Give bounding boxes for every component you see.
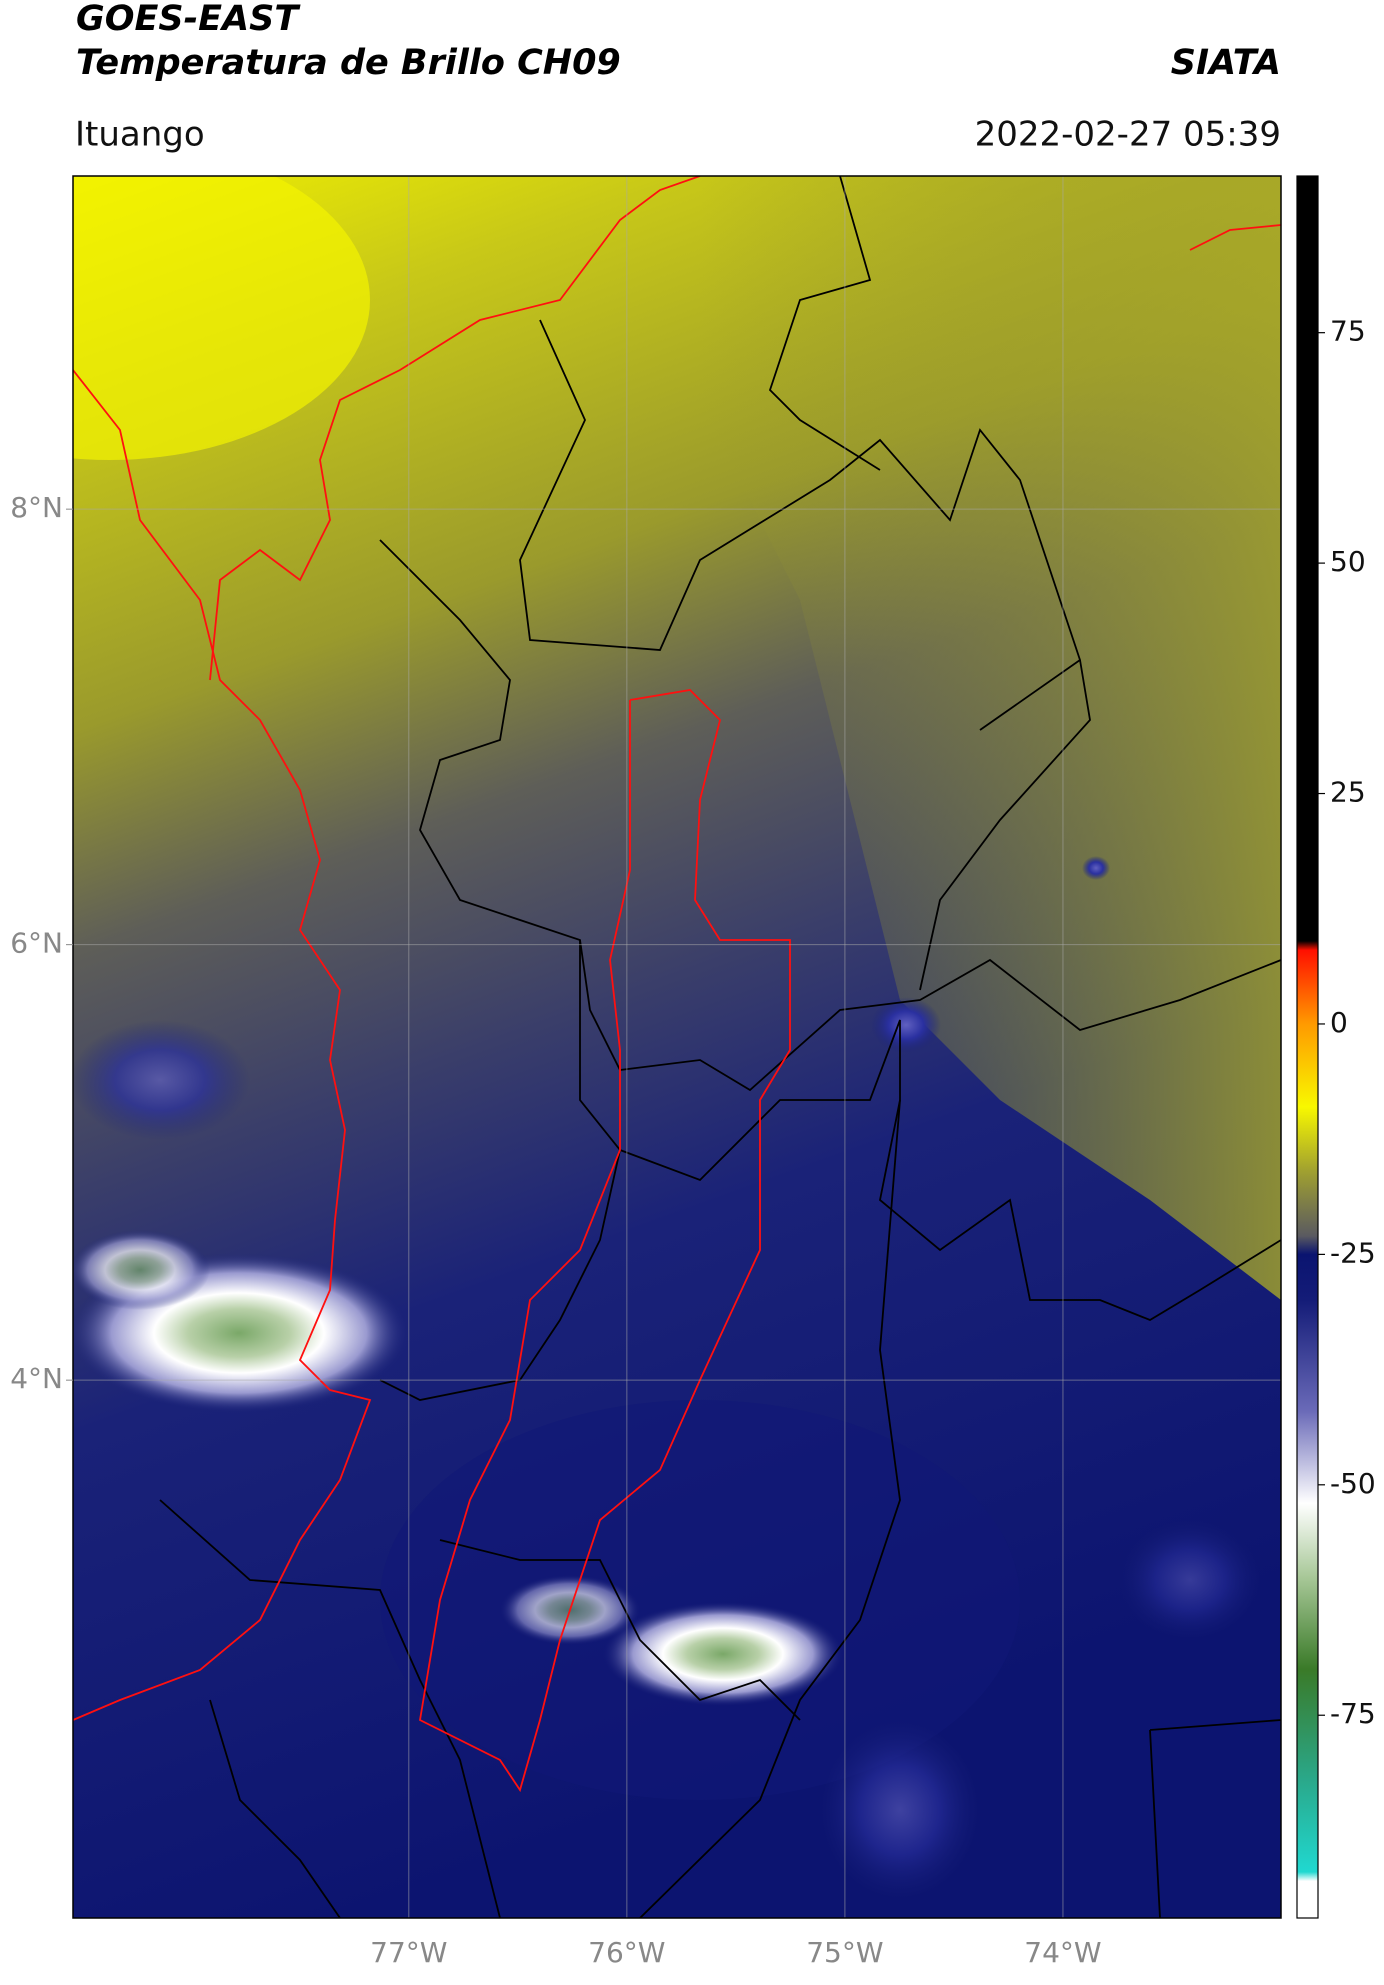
storm-cloud [73,1230,210,1310]
colorbar-tick-label: 75 [1330,315,1366,348]
grid [73,176,1281,1918]
storm-cloud [603,1602,843,1706]
x-tick-label: 77°W [370,1936,447,1969]
colorbar-tick-label: -25 [1330,1236,1376,1269]
y-tick-label: 8°N [10,491,63,524]
cold-cloud [1082,856,1110,880]
colorbar [1296,175,1319,1919]
map [73,176,1281,1918]
map-frame [72,175,1282,1919]
region: Ituango [75,115,205,155]
x-tick-label: 75°W [806,1936,883,1969]
x-tick-label: 74°W [1024,1936,1101,1969]
cold-cloud [73,1020,250,1140]
colorbar-tick-label: -50 [1330,1467,1376,1500]
colorbar-tick-label: 0 [1330,1006,1348,1039]
cold-region [380,1400,1020,1800]
x-tick-label: 76°W [588,1936,665,1969]
y-tick-label: 4°N [10,1362,63,1395]
subtitle: Temperatura de Brillo CH09 [76,43,621,83]
cold-cloud [820,1720,980,1900]
boundaries [159,176,1281,1918]
cold-cloud [871,997,941,1053]
timestamp: 2022-02-27 05:39 [975,115,1281,155]
warm-region [73,176,370,460]
source: SIATA [1171,43,1281,83]
title: GOES-EAST [76,0,301,39]
colorbar-tick-label: 50 [1330,545,1366,578]
y-tick-label: 6°N [10,927,63,960]
colorbar-tick-label: 25 [1330,776,1366,809]
river-basin-outline [73,176,1281,1793]
colorbar-tick-label: -75 [1330,1697,1376,1730]
cold-cloud [1120,1520,1260,1640]
